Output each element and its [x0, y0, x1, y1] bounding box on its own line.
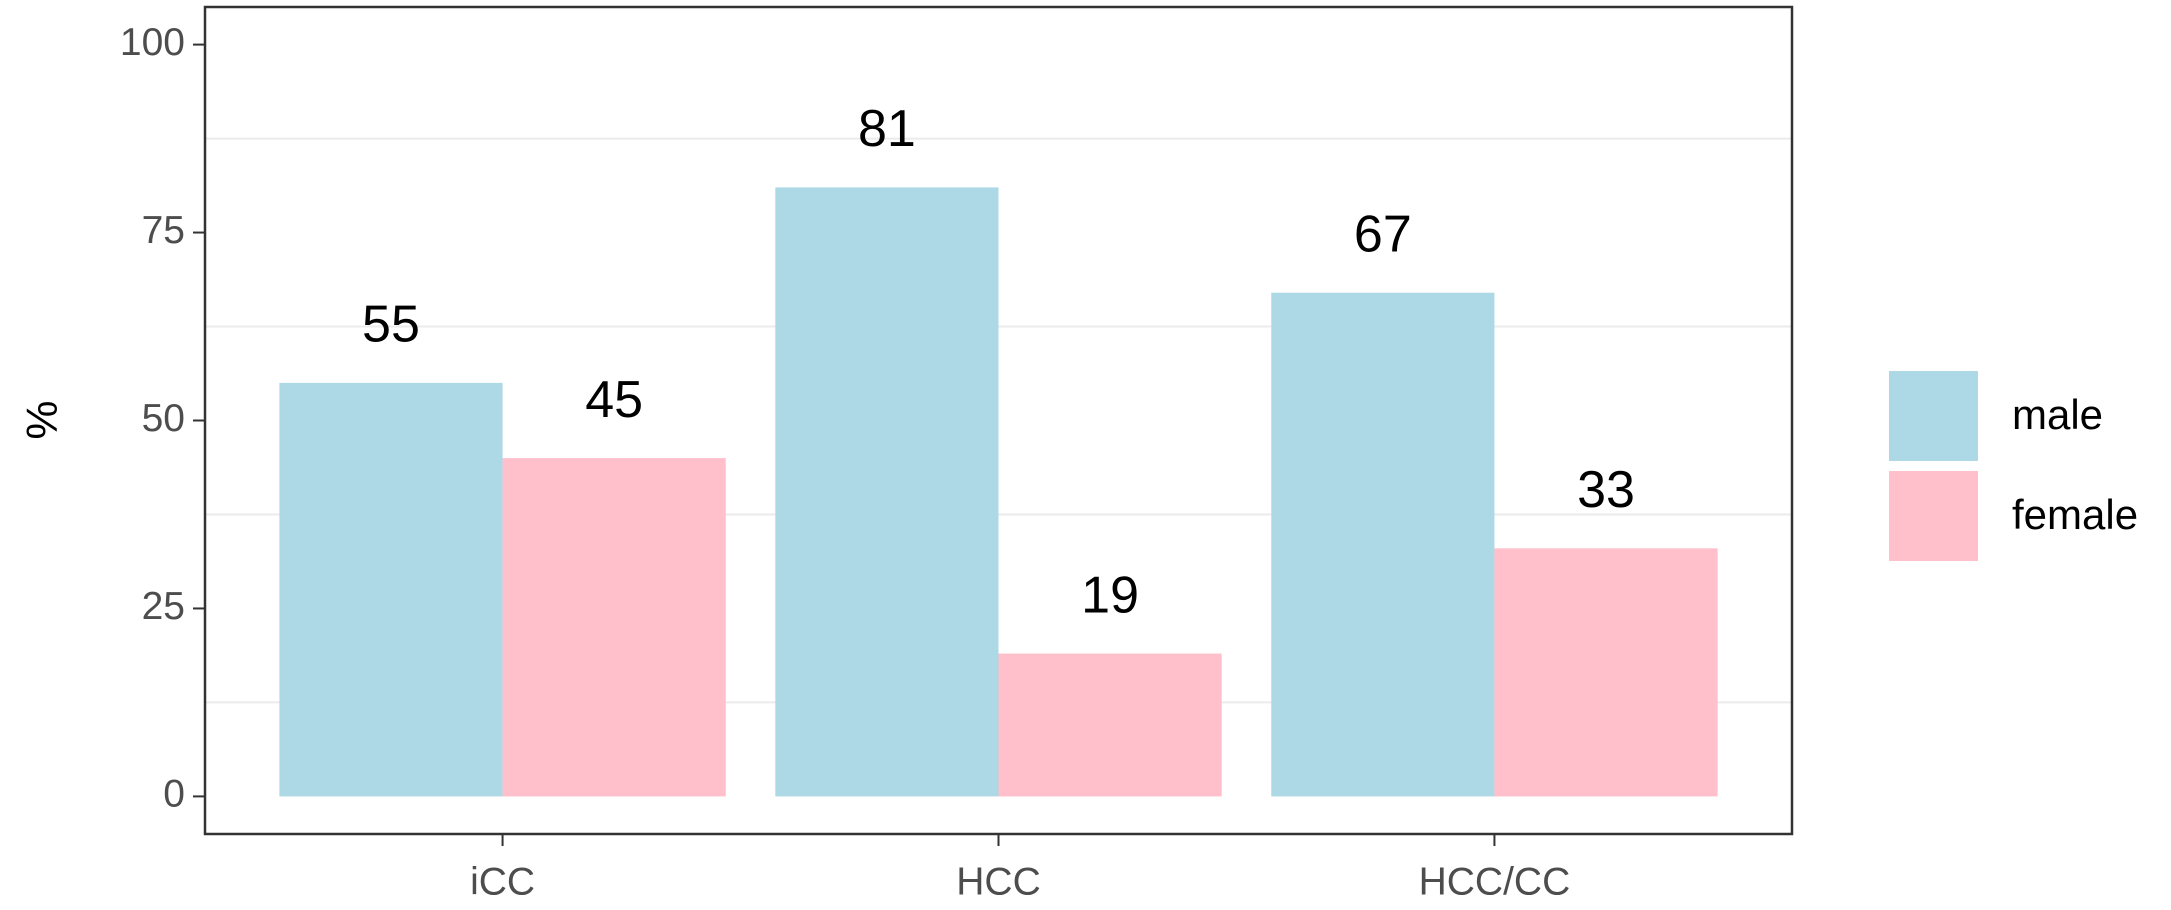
value-label: 67	[1354, 205, 1412, 263]
y-tick-label: 75	[142, 209, 185, 252]
bar	[1271, 292, 1495, 797]
y-tick-label: 50	[142, 397, 185, 440]
bar	[775, 187, 999, 797]
y-tick-label: 100	[120, 21, 185, 64]
panel-border	[203, 5, 1794, 836]
legend-key	[1889, 371, 1978, 461]
value-label: 81	[858, 100, 916, 158]
bar	[279, 382, 503, 797]
y-tick-label: 0	[163, 773, 185, 816]
bar	[1494, 548, 1718, 797]
legend-key	[1889, 471, 1978, 561]
legend-label: female	[2012, 491, 2138, 538]
value-label: 55	[362, 296, 420, 354]
value-label: 45	[585, 371, 643, 429]
y-tick-label: 25	[142, 585, 185, 628]
value-label: 19	[1081, 566, 1139, 624]
bar	[502, 458, 726, 797]
y-axis-label: %	[18, 400, 67, 439]
x-tick-label: iCC	[470, 860, 535, 903]
value-label: 33	[1577, 461, 1635, 519]
legend-label: male	[2012, 391, 2103, 438]
bar	[998, 653, 1222, 797]
x-tick-label: HCC/CC	[1419, 860, 1571, 903]
x-tick-label: HCC	[956, 860, 1041, 903]
